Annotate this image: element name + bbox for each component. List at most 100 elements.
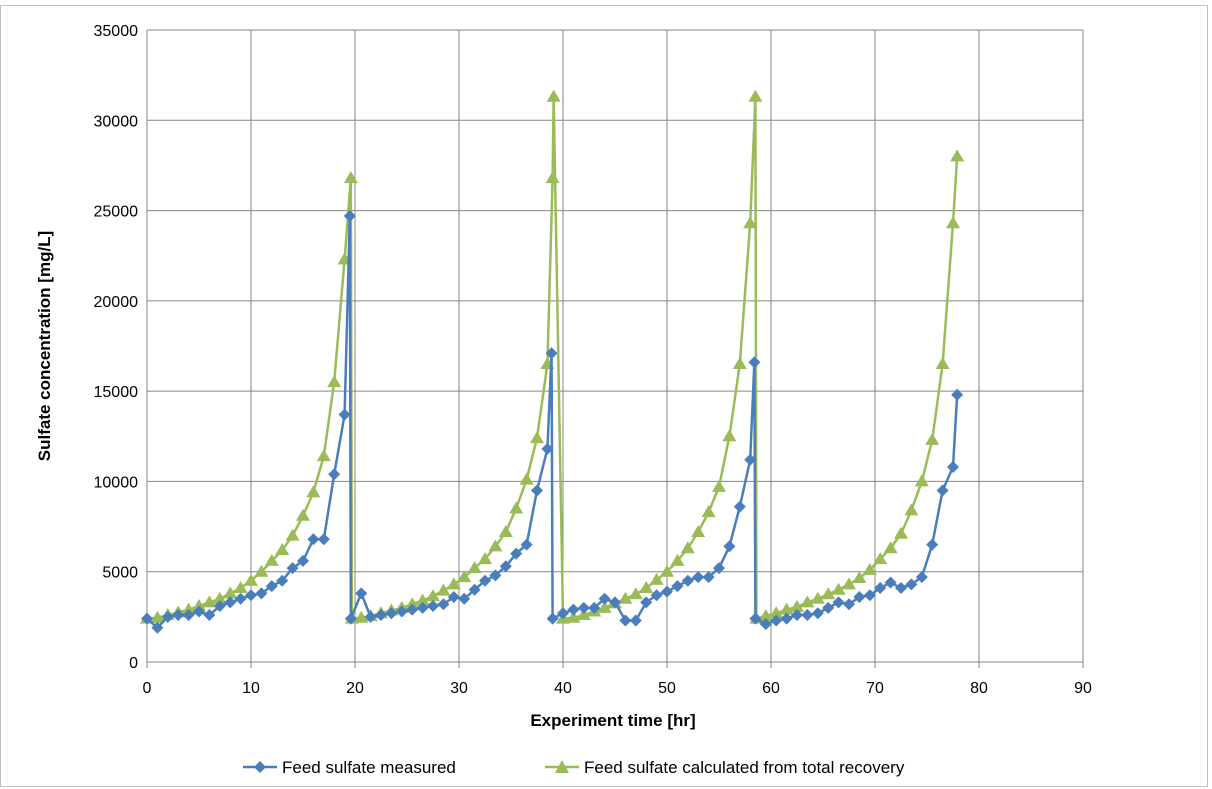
data-point[interactable] bbox=[843, 598, 855, 611]
data-point[interactable] bbox=[150, 610, 165, 623]
data-point[interactable] bbox=[141, 612, 153, 625]
data-point[interactable] bbox=[650, 589, 663, 602]
data-point[interactable] bbox=[510, 547, 523, 560]
data-point[interactable] bbox=[831, 582, 846, 595]
data-point[interactable] bbox=[545, 171, 560, 184]
data-point[interactable] bbox=[437, 598, 450, 611]
data-point[interactable] bbox=[286, 562, 299, 575]
data-point[interactable] bbox=[212, 591, 227, 604]
data-point[interactable] bbox=[914, 474, 929, 487]
data-point[interactable] bbox=[597, 600, 612, 613]
data-point[interactable] bbox=[447, 590, 460, 603]
data-point[interactable] bbox=[842, 577, 856, 590]
data-point[interactable] bbox=[759, 618, 772, 631]
data-point[interactable] bbox=[951, 388, 964, 401]
data-point[interactable] bbox=[426, 589, 440, 602]
data-point[interactable] bbox=[884, 576, 897, 589]
data-point[interactable] bbox=[307, 533, 320, 546]
data-point[interactable] bbox=[640, 596, 653, 609]
data-point[interactable] bbox=[395, 605, 408, 618]
data-point[interactable] bbox=[316, 449, 331, 462]
data-point[interactable] bbox=[296, 508, 310, 521]
data-point[interactable] bbox=[701, 505, 716, 518]
data-point[interactable] bbox=[233, 580, 248, 593]
data-point[interactable] bbox=[576, 608, 591, 621]
data-point[interactable] bbox=[343, 209, 356, 222]
data-point[interactable] bbox=[748, 89, 763, 102]
data-point[interactable] bbox=[468, 583, 481, 596]
data-point[interactable] bbox=[488, 539, 503, 552]
data-point[interactable] bbox=[950, 149, 965, 162]
data-point[interactable] bbox=[722, 429, 737, 442]
data-point[interactable] bbox=[863, 589, 876, 602]
data-point[interactable] bbox=[639, 580, 654, 593]
data-point[interactable] bbox=[577, 601, 590, 614]
data-point[interactable] bbox=[213, 600, 226, 613]
data-point[interactable] bbox=[629, 614, 642, 627]
data-point[interactable] bbox=[926, 538, 939, 551]
data-point[interactable] bbox=[713, 562, 725, 575]
data-point[interactable] bbox=[530, 431, 544, 444]
data-point[interactable] bbox=[479, 574, 491, 587]
data-point[interactable] bbox=[681, 574, 694, 587]
data-point[interactable] bbox=[317, 533, 330, 546]
data-point[interactable] bbox=[327, 375, 342, 388]
data-point[interactable] bbox=[275, 543, 290, 556]
data-point[interactable] bbox=[458, 592, 471, 605]
data-point[interactable] bbox=[499, 560, 512, 573]
data-point[interactable] bbox=[467, 561, 482, 574]
data-point[interactable] bbox=[245, 589, 257, 602]
data-point[interactable] bbox=[811, 607, 824, 620]
data-point[interactable] bbox=[446, 577, 461, 590]
data-point[interactable] bbox=[883, 541, 898, 554]
data-point[interactable] bbox=[193, 605, 205, 618]
data-point[interactable] bbox=[702, 571, 715, 584]
data-point[interactable] bbox=[822, 601, 835, 614]
data-point[interactable] bbox=[619, 614, 632, 627]
data-point[interactable] bbox=[297, 554, 309, 567]
data-point[interactable] bbox=[780, 612, 793, 625]
data-point[interactable] bbox=[285, 528, 300, 541]
data-point[interactable] bbox=[801, 609, 814, 622]
data-point[interactable] bbox=[628, 587, 643, 600]
data-point[interactable] bbox=[344, 612, 357, 625]
data-point[interactable] bbox=[531, 484, 543, 497]
data-point[interactable] bbox=[343, 171, 358, 184]
data-point[interactable] bbox=[904, 503, 919, 516]
data-point[interactable] bbox=[498, 524, 513, 537]
data-point[interactable] bbox=[733, 500, 746, 513]
data-point[interactable] bbox=[181, 602, 196, 615]
data-point[interactable] bbox=[509, 501, 524, 514]
data-point[interactable] bbox=[255, 587, 268, 600]
data-point[interactable] bbox=[355, 587, 368, 600]
data-point[interactable] bbox=[744, 453, 757, 466]
data-point[interactable] bbox=[692, 571, 705, 584]
data-point[interactable] bbox=[546, 612, 559, 625]
data-point[interactable] bbox=[749, 612, 762, 625]
data-point[interactable] bbox=[416, 601, 429, 614]
data-point[interactable] bbox=[770, 614, 783, 627]
legend-item-measured[interactable]: Feed sulfate measured bbox=[243, 758, 456, 777]
data-point[interactable] bbox=[264, 553, 279, 566]
data-point[interactable] bbox=[732, 357, 747, 370]
data-point[interactable] bbox=[671, 580, 684, 593]
data-point[interactable] bbox=[946, 216, 960, 229]
data-point[interactable] bbox=[723, 540, 736, 553]
data-point[interactable] bbox=[202, 595, 217, 608]
legend-item-calculated[interactable]: Feed sulfate calculated from total recov… bbox=[545, 758, 905, 777]
data-point[interactable] bbox=[769, 606, 784, 619]
data-point[interactable] bbox=[566, 610, 581, 623]
data-point[interactable] bbox=[415, 593, 430, 606]
data-point[interactable] bbox=[265, 580, 278, 593]
data-point[interactable] bbox=[670, 553, 685, 566]
data-point[interactable] bbox=[853, 590, 866, 603]
data-point[interactable] bbox=[338, 408, 351, 421]
data-point[interactable] bbox=[660, 564, 674, 577]
data-point[interactable] bbox=[609, 596, 621, 609]
data-point[interactable] bbox=[791, 609, 803, 622]
data-point[interactable] bbox=[161, 610, 174, 623]
data-point[interactable] bbox=[546, 89, 561, 102]
data-point[interactable] bbox=[935, 357, 950, 370]
data-point[interactable] bbox=[328, 468, 341, 481]
data-point[interactable] bbox=[364, 610, 377, 623]
